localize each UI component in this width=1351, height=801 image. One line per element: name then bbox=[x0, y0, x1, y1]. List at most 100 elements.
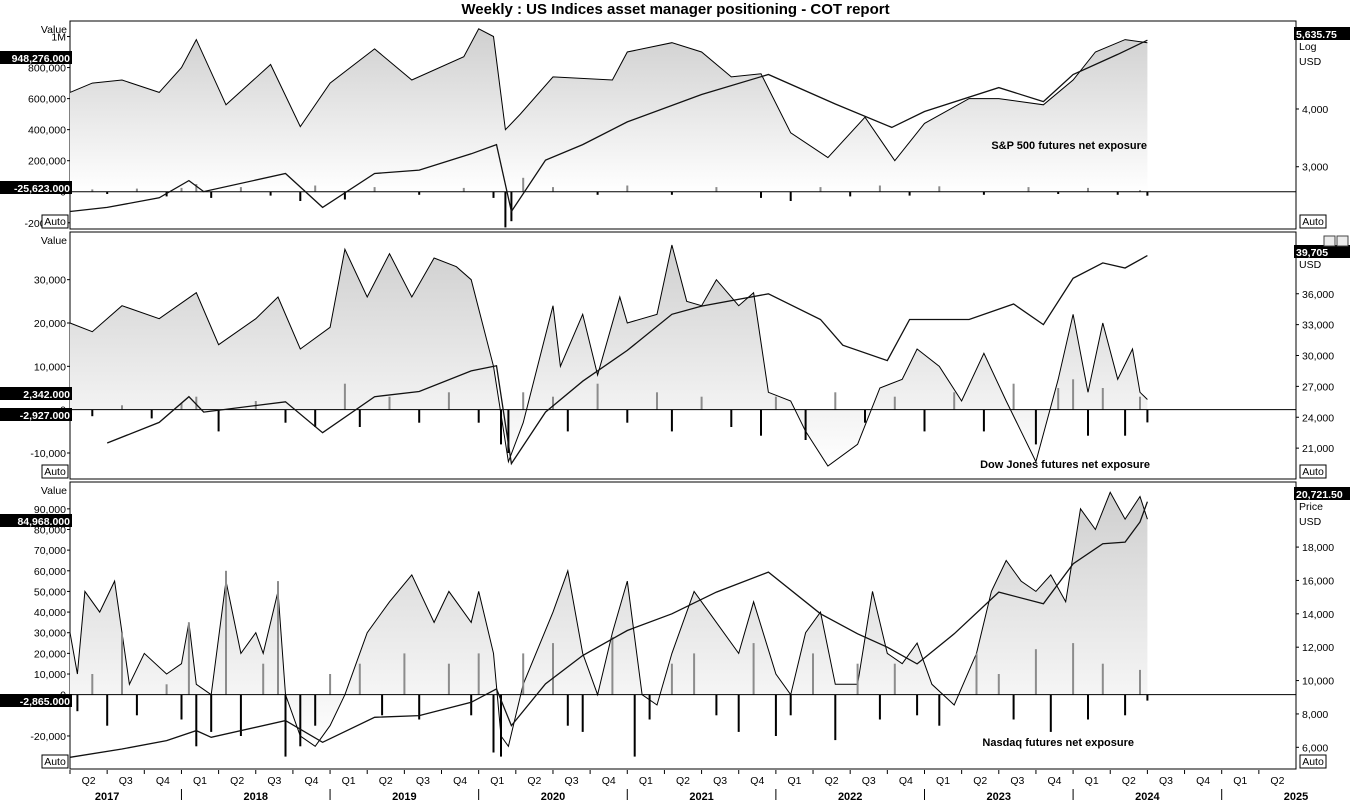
weekly-change-bar bbox=[552, 643, 554, 695]
right-axis-title: USD bbox=[1299, 516, 1322, 528]
weekly-change-bar bbox=[91, 189, 94, 192]
weekly-change-bar bbox=[693, 653, 696, 695]
right-auto-button-label: Auto bbox=[1302, 216, 1324, 228]
right-tick-label: 12,000 bbox=[1302, 642, 1334, 654]
weekly-change-bar bbox=[447, 663, 450, 695]
weekly-change-bar bbox=[165, 684, 168, 695]
chart-title: Weekly : US Indices asset manager positi… bbox=[461, 1, 890, 18]
quarter-label: Q2 bbox=[1122, 775, 1136, 787]
price-line bbox=[106, 255, 1148, 466]
left-tick-label: -20,000 bbox=[30, 731, 66, 743]
left-tick-label: 10,000 bbox=[34, 361, 66, 373]
weekly-change-bar bbox=[1146, 694, 1149, 701]
price-tag-label: 39,705 bbox=[1296, 247, 1328, 259]
weekly-change-bar bbox=[1124, 694, 1127, 716]
weekly-change-bar bbox=[656, 392, 658, 410]
left-tick-label: 10,000 bbox=[34, 669, 66, 681]
right-auto-button[interactable] bbox=[1299, 214, 1327, 229]
weekly-change-bar bbox=[418, 409, 421, 423]
weekly-change-bar bbox=[343, 191, 346, 200]
quarter-label: Q3 bbox=[713, 775, 727, 787]
weekly-change-bar bbox=[277, 581, 279, 695]
quarter-label: Q4 bbox=[602, 775, 616, 787]
weekly-change-bar bbox=[596, 191, 599, 195]
left-tick-label: 600,000 bbox=[28, 94, 66, 106]
price-line bbox=[69, 501, 1149, 758]
weekly-change-tag-label: -25,623.000 bbox=[14, 183, 70, 195]
price-tag-label: 20,721.50 bbox=[1296, 489, 1343, 501]
weekly-change-bar bbox=[566, 694, 569, 726]
left-auto-button[interactable] bbox=[41, 754, 69, 769]
net-exposure-area bbox=[70, 492, 1148, 747]
quarter-label: Q3 bbox=[565, 775, 579, 787]
weekly-change-bar bbox=[343, 383, 346, 410]
weekly-change-bar bbox=[878, 185, 881, 192]
weekly-change-tag bbox=[0, 694, 72, 707]
weekly-change-bar bbox=[500, 694, 502, 757]
weekly-change-bar bbox=[262, 663, 265, 695]
quarter-label: Q1 bbox=[639, 775, 653, 787]
year-label: 2018 bbox=[244, 791, 268, 801]
close-icon[interactable] bbox=[1336, 235, 1349, 247]
weekly-change-tag-label: -2,927.000 bbox=[20, 410, 70, 422]
panel-annotation: Dow Jones futures net exposure bbox=[980, 459, 1150, 471]
weekly-change-bar bbox=[462, 187, 465, 192]
weekly-change-bar bbox=[1034, 409, 1037, 445]
quarter-label: Q3 bbox=[1159, 775, 1173, 787]
weekly-change-bar bbox=[760, 191, 762, 198]
left-auto-button-label: Auto bbox=[44, 756, 66, 768]
weekly-change-bar bbox=[552, 396, 554, 410]
weekly-change-bar bbox=[938, 694, 941, 726]
weekly-change-bar bbox=[210, 694, 213, 732]
weekly-change-bar bbox=[1087, 187, 1089, 192]
year-label: 2020 bbox=[541, 791, 565, 801]
left-axis-title: Value bbox=[41, 485, 67, 497]
weekly-change-bar bbox=[596, 383, 599, 410]
left-tick-label: 50,000 bbox=[34, 586, 66, 598]
quarter-label: Q3 bbox=[416, 775, 430, 787]
weekly-change-bar bbox=[774, 694, 777, 736]
right-axis-title: USD bbox=[1299, 259, 1322, 271]
right-auto-button-label: Auto bbox=[1302, 466, 1324, 478]
weekly-change-bar bbox=[626, 185, 629, 192]
weekly-change-bar bbox=[804, 409, 807, 440]
right-auto-button[interactable] bbox=[1299, 464, 1327, 479]
panel-annotation: Nasdaq futures net exposure bbox=[982, 737, 1134, 749]
left-auto-button-label: Auto bbox=[44, 466, 66, 478]
weekly-change-bar bbox=[1146, 409, 1149, 423]
weekly-change-bar bbox=[504, 191, 507, 228]
weekly-change-bar bbox=[1057, 191, 1060, 194]
weekly-change-bar bbox=[121, 632, 123, 695]
weekly-change-bar bbox=[834, 694, 837, 741]
weekly-change-bar bbox=[1146, 191, 1149, 196]
net-exposure-line bbox=[69, 491, 1148, 748]
left-auto-button-label: Auto bbox=[44, 216, 66, 228]
quarter-label: Q1 bbox=[787, 775, 801, 787]
weekly-change-bar bbox=[195, 694, 198, 747]
price-tag bbox=[1294, 245, 1350, 258]
quarter-label: Q4 bbox=[750, 775, 764, 787]
right-tick-label: 6,000 bbox=[1302, 742, 1328, 754]
right-tick-label: 4,000 bbox=[1302, 104, 1328, 116]
right-auto-button[interactable] bbox=[1299, 754, 1327, 769]
quarter-label: Q1 bbox=[1085, 775, 1099, 787]
weekly-change-bar bbox=[418, 694, 421, 720]
weekly-change-bar bbox=[135, 188, 138, 192]
net-exposure-tag-label: 84,968.000 bbox=[17, 516, 70, 528]
weekly-change-bar bbox=[1012, 694, 1015, 720]
weekly-change-bar bbox=[403, 653, 406, 695]
left-tick-label: 80,000 bbox=[34, 524, 66, 536]
quarter-label: Q2 bbox=[825, 775, 839, 787]
weekly-change-bar bbox=[982, 191, 985, 195]
left-auto-button[interactable] bbox=[41, 464, 69, 479]
weekly-change-bar bbox=[737, 694, 740, 732]
weekly-change-bar bbox=[834, 392, 837, 410]
quarter-label: Q3 bbox=[862, 775, 876, 787]
restore-icon[interactable] bbox=[1323, 235, 1336, 247]
weekly-change-bar bbox=[284, 409, 287, 423]
quarter-label: Q1 bbox=[342, 775, 356, 787]
weekly-change-bar bbox=[180, 187, 183, 192]
left-auto-button[interactable] bbox=[41, 214, 69, 229]
weekly-change-bar bbox=[106, 694, 109, 726]
